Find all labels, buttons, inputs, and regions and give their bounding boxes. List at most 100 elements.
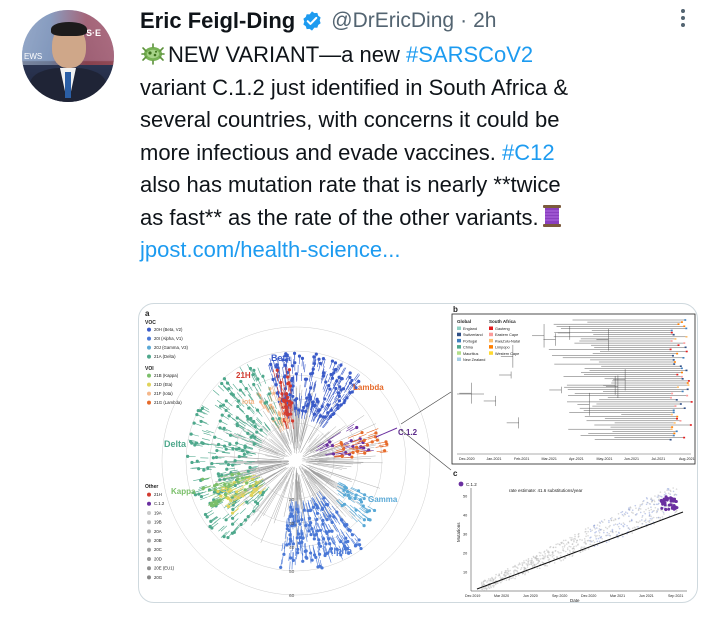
tree-branch [310,475,353,520]
clade-branch [242,399,249,407]
c-point [658,499,660,502]
clade-tip [203,512,208,517]
c-point [517,574,520,576]
c-point [651,517,653,520]
c-point [541,557,544,560]
c-point [599,522,602,524]
c-point [651,511,653,514]
article-link[interactable]: jpost.com/health-science... [140,237,401,262]
author-handle[interactable]: @DrEricDing [331,9,455,32]
c-point [573,545,575,548]
other-item-label: 19B [154,520,162,525]
clade-branch [321,539,325,548]
c-point [524,572,527,574]
c-point [544,555,547,557]
c-point [535,563,537,566]
c-point [672,490,675,493]
clade-tip [251,483,255,488]
clade-tip [315,529,320,533]
c-point [596,544,599,546]
more-options-icon[interactable] [672,6,694,32]
clade-tip [219,494,223,498]
clade-branch [240,490,248,496]
author-avatar[interactable]: VS·E EWS [22,10,114,102]
clade-tip [224,408,228,413]
clade-tip [298,522,302,526]
clade-branch [207,452,217,454]
c-point [514,569,516,571]
clade-branch [339,538,344,546]
clade-branch [379,451,388,453]
c-point [657,496,660,498]
clade-branch [353,373,359,381]
clade-branch [237,406,244,412]
clade-tip [272,391,276,395]
clade-branch [284,407,288,416]
clade-tip [225,467,229,471]
c-point [645,521,647,524]
hashtag-sarscov2[interactable]: #SARSCoV2 [405,42,534,67]
b-global-item-label: Portugal [463,339,477,343]
c-point [485,587,487,590]
tweet-media-figure[interactable]: a VOC 20H (Beta, V2) 20I (Alpha, V1) 20J (… [138,303,698,603]
c-point [494,577,496,580]
clade-tip [251,372,255,377]
clade-branch [276,372,279,381]
clade-branch [328,389,333,398]
clade-branch [344,540,350,548]
clade-branch [254,481,263,486]
c-point [539,554,541,557]
clade-branch [248,467,257,470]
c12-point [672,506,676,510]
c-point [591,540,593,543]
c-point [562,539,565,542]
clade-tip [367,509,372,513]
c-point [637,521,640,524]
clade-tip [258,491,262,495]
clade-branch [257,392,262,400]
clade-tip [237,472,241,476]
clade-tip [300,356,305,360]
c-point [648,509,651,512]
clade-tip [291,542,295,546]
clade-branch [350,487,358,492]
tree-branch [245,442,279,455]
radial-tick-label: 50 [289,569,295,575]
clade-tip [330,359,335,363]
hashtag-c12[interactable]: #C12 [501,139,555,165]
c-point [507,570,510,573]
c-point [539,552,542,554]
author-name[interactable]: Eric Feigl-Ding [140,8,296,33]
c-point [507,569,509,572]
clade-tip [295,536,299,540]
b-tip-marker [677,344,680,346]
clade-branch [336,512,342,519]
clade-branch [340,367,345,375]
c-point [595,531,597,533]
c-point [612,519,615,522]
clade-tip [357,379,361,384]
c-point [505,570,508,572]
c-point [598,531,601,534]
clade-branch [347,434,356,439]
b-tip-marker [680,375,683,378]
c-point [667,492,670,495]
b-tip-marker [670,413,673,416]
clade-tip [297,354,302,358]
clade-branch [340,400,346,407]
clade-branch [249,440,257,445]
b-tip-marker [672,411,675,414]
b-tip-marker [672,409,675,412]
c-point [495,573,497,576]
b-tip-marker [685,369,688,372]
clade-tip [219,404,223,408]
b-tip-marker [683,436,686,439]
tweet-time[interactable]: 2h [473,9,497,32]
clade-tip [317,357,321,361]
other-item-label: C.1.2 [154,501,165,506]
c-point [566,548,569,551]
clade-tip [281,399,285,403]
c-point [638,507,641,510]
b-global-item-swatch [457,345,461,349]
